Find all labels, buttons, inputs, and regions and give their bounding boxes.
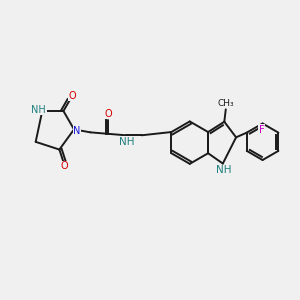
- Text: F: F: [259, 125, 265, 135]
- Text: O: O: [68, 91, 76, 101]
- Text: O: O: [61, 161, 69, 171]
- Text: NH: NH: [31, 105, 46, 115]
- Text: O: O: [104, 109, 112, 119]
- Text: NH: NH: [216, 165, 232, 175]
- Text: NH: NH: [119, 137, 135, 147]
- Text: CH₃: CH₃: [218, 99, 234, 108]
- Text: N: N: [73, 126, 81, 136]
